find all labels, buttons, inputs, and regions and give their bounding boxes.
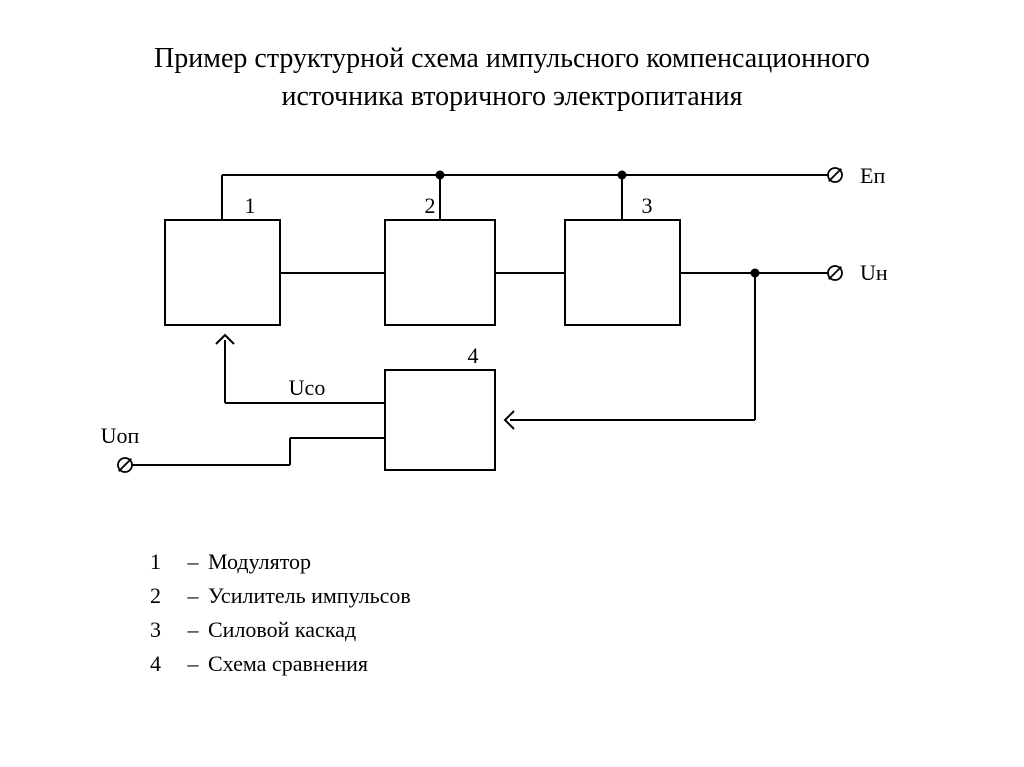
legend-num: 2 [150, 579, 178, 613]
legend-num: 3 [150, 613, 178, 647]
block-b2 [385, 220, 495, 325]
legend-dash: – [178, 579, 208, 613]
legend-row-4: 4–Схема сравнения [150, 647, 411, 681]
legend-text: Усилитель импульсов [208, 579, 411, 613]
block-diagram: 1 2 3 4 Eп Uн Uоп Uco [95, 145, 925, 505]
block-b3 [565, 220, 680, 325]
junction-dot-0 [436, 171, 445, 180]
legend-row-2: 2–Усилитель импульсов [150, 579, 411, 613]
label-Uco: Uco [289, 375, 326, 400]
legend-num: 4 [150, 647, 178, 681]
title-line-2: источника вторичного электропитания [282, 81, 743, 112]
label-Uop: Uоп [101, 423, 140, 448]
block-label-b1: 1 [245, 193, 256, 218]
legend-row-1: 1–Модулятор [150, 545, 411, 579]
legend-text: Модулятор [208, 545, 311, 579]
block-b1 [165, 220, 280, 325]
legend-dash: – [178, 647, 208, 681]
legend-text: Схема сравнения [208, 647, 368, 681]
label-Ep: Eп [860, 163, 885, 188]
legend-dash: – [178, 613, 208, 647]
title-line-1: Пример структурной схема импульсного ком… [154, 43, 870, 74]
legend: 1–Модулятор2–Усилитель импульсов3–Силово… [150, 545, 411, 681]
junction-dot-2 [751, 269, 760, 278]
junction-dot-1 [618, 171, 627, 180]
legend-text: Силовой каскад [208, 613, 356, 647]
block-label-b4: 4 [468, 343, 479, 368]
label-Un: Uн [860, 260, 888, 285]
block-label-b3: 3 [642, 193, 653, 218]
legend-dash: – [178, 545, 208, 579]
block-b4 [385, 370, 495, 470]
legend-row-3: 3–Силовой каскад [150, 613, 411, 647]
legend-num: 1 [150, 545, 178, 579]
page-title: Пример структурной схема импульсного ком… [0, 40, 1024, 116]
block-label-b2: 2 [425, 193, 436, 218]
